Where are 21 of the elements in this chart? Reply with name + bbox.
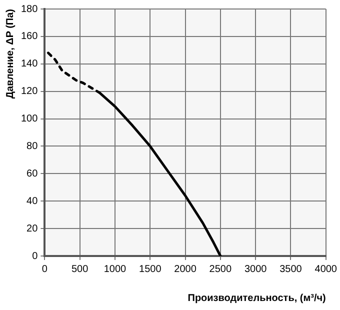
x-tick-label: 2000	[174, 264, 197, 275]
x-tick-label: 4000	[314, 264, 338, 275]
x-tick-label: 2500	[209, 264, 232, 275]
y-tick-label: 100	[20, 114, 38, 125]
x-tick-label: 3500	[280, 264, 302, 275]
y-tick-label: 120	[20, 86, 38, 98]
x-tick-label: 1000	[104, 264, 127, 275]
y-tick-label: 160	[20, 31, 38, 42]
y-tick-label: 20	[26, 223, 38, 234]
y-tick-label: 180	[20, 4, 38, 15]
y-tick-label: 40	[26, 196, 38, 207]
x-tick-label: 0	[42, 264, 48, 275]
y-tick-label: 60	[26, 168, 38, 180]
y-tick-label: 0	[32, 250, 38, 262]
y-axis-title: Давление, ΔP (Па)	[4, 9, 16, 99]
y-tick-label: 80	[26, 140, 38, 152]
x-tick-label: 3000	[244, 264, 268, 275]
x-tick-label: 1500	[139, 264, 162, 275]
y-tick-label: 140	[20, 58, 38, 70]
x-tick-label: 500	[71, 264, 89, 275]
x-axis-title: Производительность, (м³/ч)	[188, 292, 326, 304]
